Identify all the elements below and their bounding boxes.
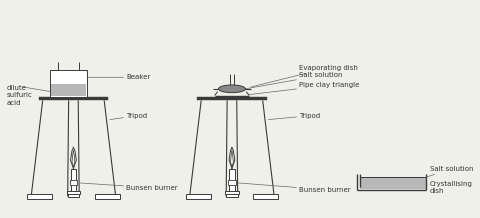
- Text: Tripod: Tripod: [110, 113, 147, 119]
- Text: Pipe clay triangle: Pipe clay triangle: [249, 82, 360, 95]
- Bar: [39, 97, 108, 100]
- Bar: [229, 169, 235, 192]
- Text: dilute
sulfuric
acid: dilute sulfuric acid: [6, 85, 32, 106]
- Text: Crystallising
dish: Crystallising dish: [426, 181, 473, 194]
- Text: Tripod: Tripod: [268, 113, 320, 119]
- Bar: [95, 194, 120, 199]
- Bar: [70, 180, 77, 185]
- Bar: [253, 194, 278, 199]
- Bar: [197, 97, 266, 100]
- Bar: [51, 84, 86, 95]
- Bar: [27, 194, 52, 199]
- Text: Salt solution: Salt solution: [426, 165, 473, 177]
- Ellipse shape: [218, 85, 245, 93]
- Bar: [225, 191, 239, 194]
- Bar: [186, 194, 211, 199]
- Bar: [50, 70, 87, 97]
- Bar: [360, 177, 425, 189]
- Bar: [226, 194, 238, 197]
- Text: Bunsen burner: Bunsen burner: [239, 183, 351, 193]
- Text: Beaker: Beaker: [87, 74, 151, 80]
- Bar: [228, 180, 236, 185]
- Bar: [67, 191, 80, 194]
- Bar: [68, 194, 79, 197]
- Text: Salt solution: Salt solution: [245, 72, 343, 89]
- Bar: [71, 169, 76, 192]
- Text: Bunsen burner: Bunsen burner: [80, 183, 178, 191]
- Text: Evaporating dish: Evaporating dish: [251, 65, 358, 87]
